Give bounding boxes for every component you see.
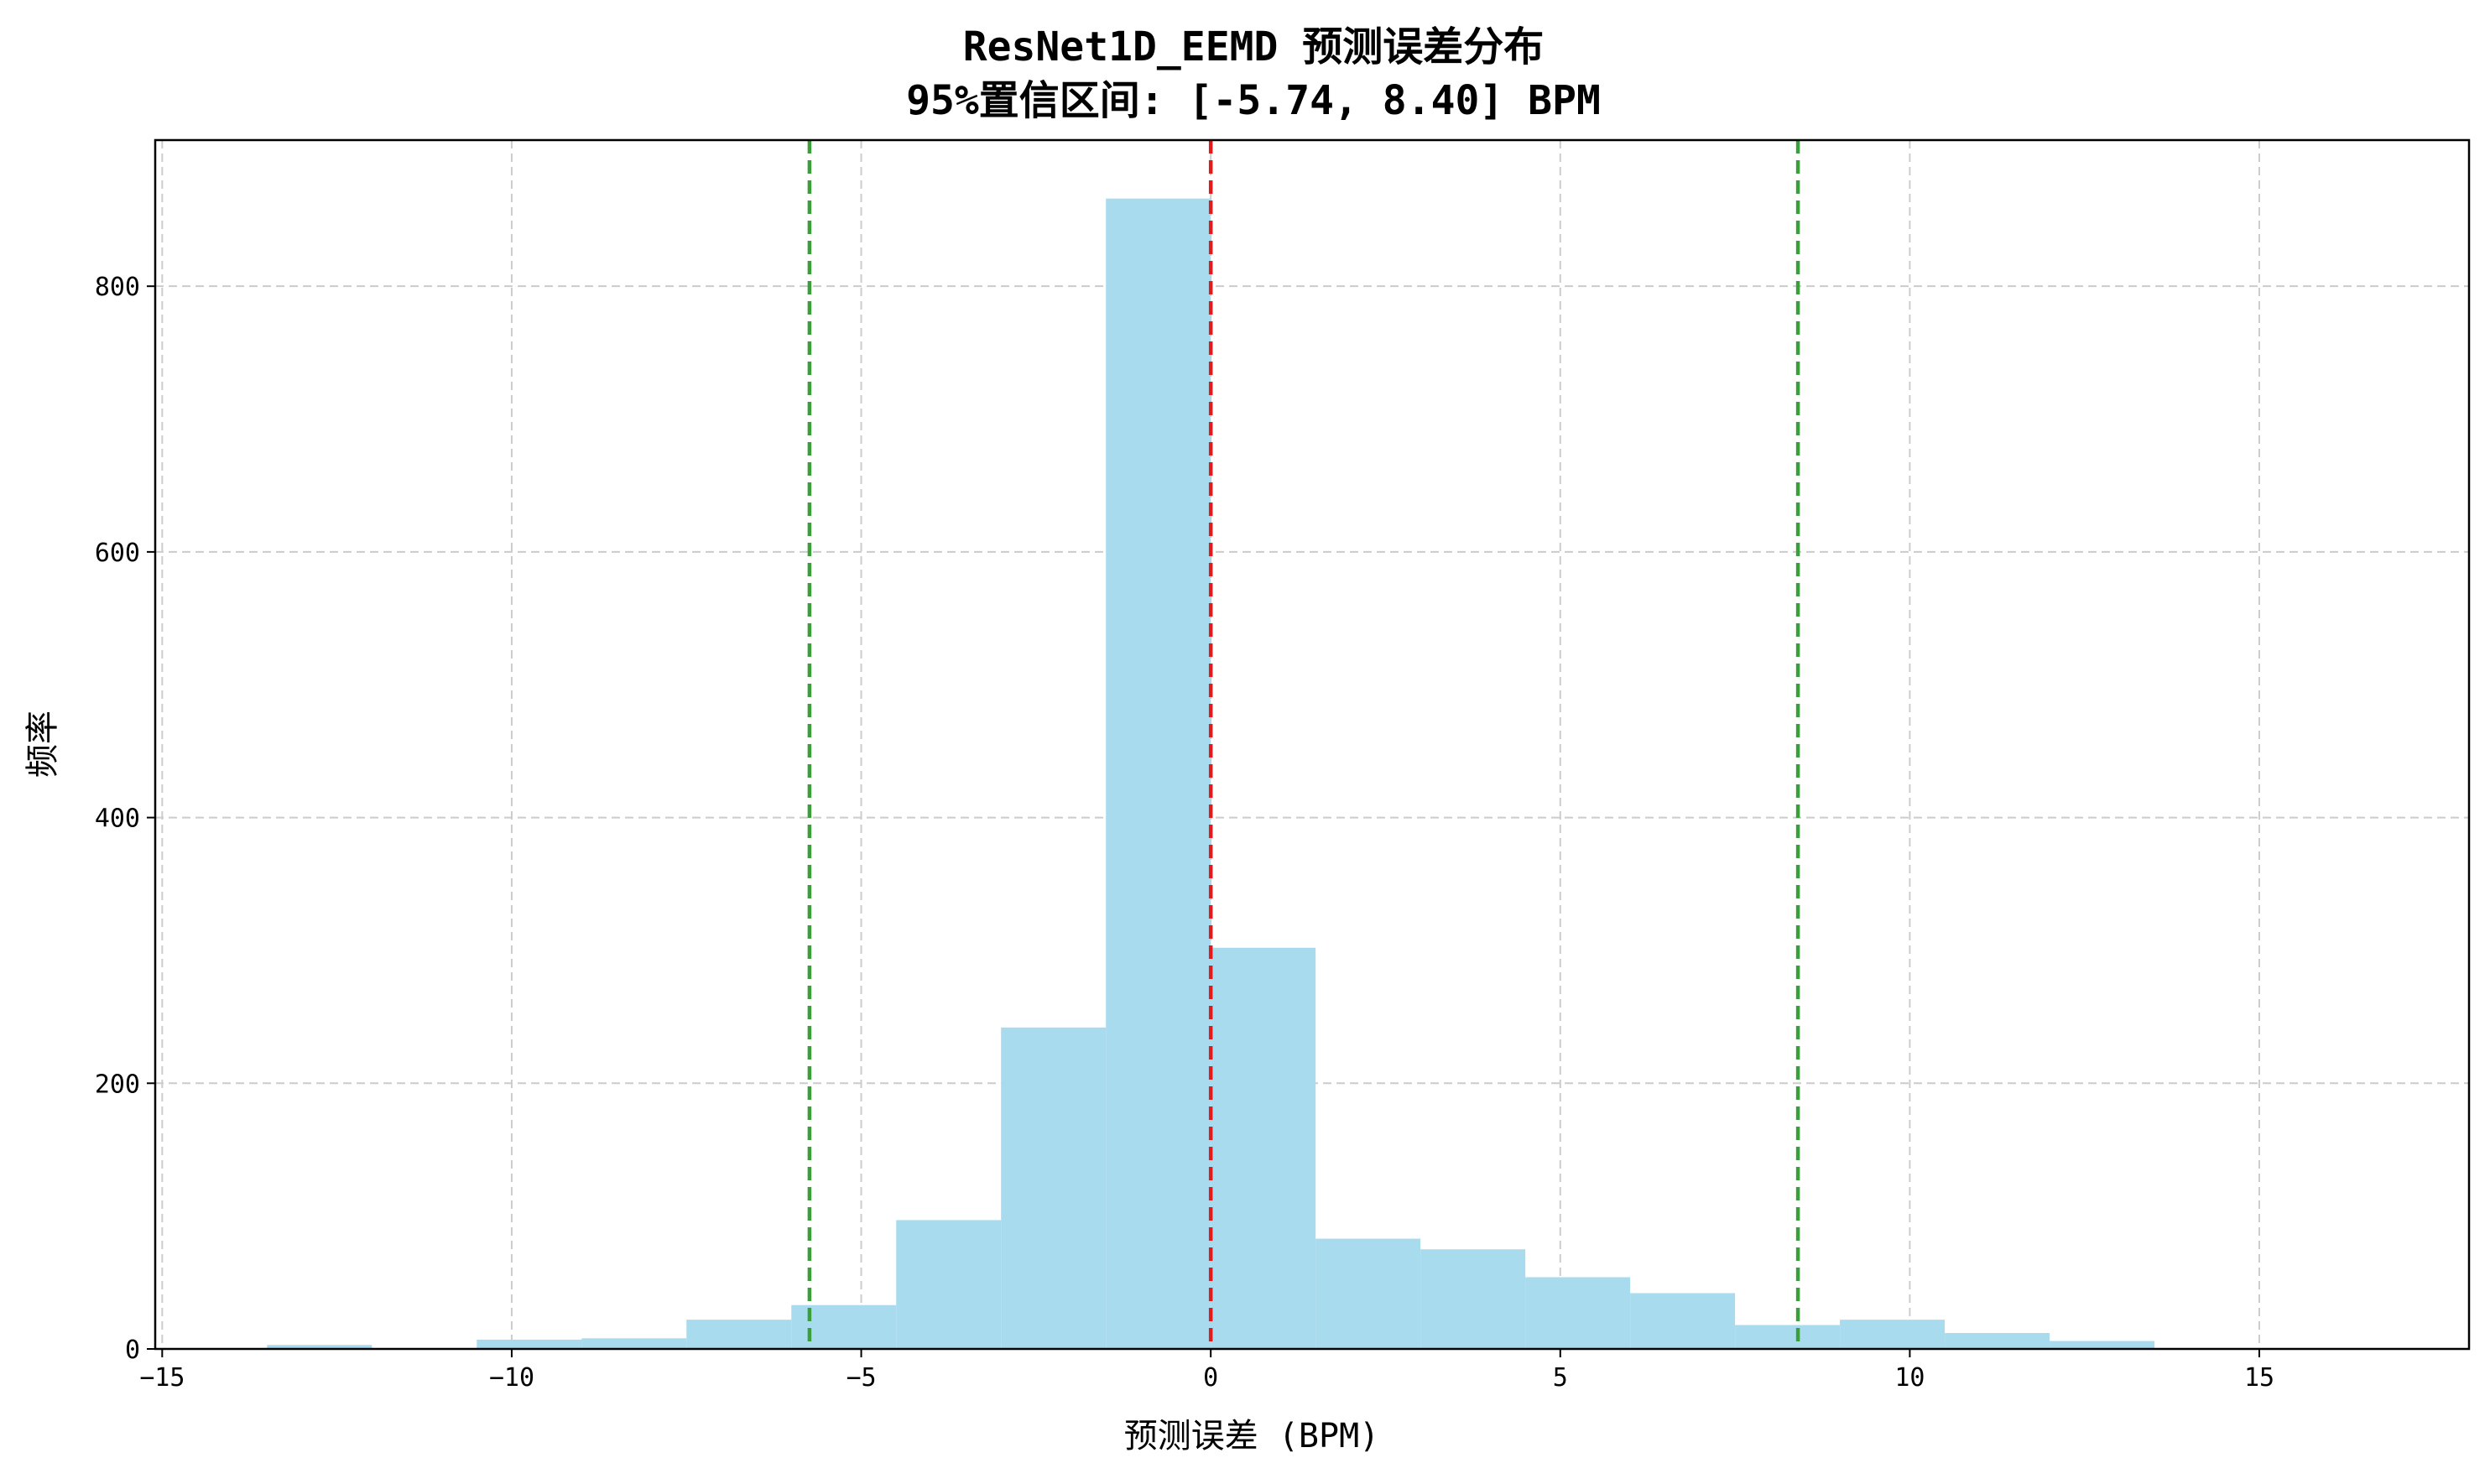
x-tick-label: 15 <box>2244 1363 2274 1393</box>
histogram-bar <box>267 1345 372 1349</box>
histogram-bar <box>581 1338 687 1349</box>
plot-frame <box>154 138 2471 1351</box>
histogram-bar <box>1840 1320 1946 1349</box>
y-tick-label: 0 <box>125 1336 140 1365</box>
histogram-bar <box>1001 1027 1107 1349</box>
y-tick-label: 600 <box>95 539 140 568</box>
y-axis-label: 频率 <box>23 711 62 778</box>
bars-layer <box>267 198 2155 1350</box>
histogram-bar <box>477 1339 582 1349</box>
histogram-bar <box>1315 1238 1421 1349</box>
x-axis-label: 预测误差 (BPM) <box>1124 1417 1380 1455</box>
y-tick-label: 200 <box>95 1070 140 1099</box>
histogram-bar <box>1735 1325 1841 1349</box>
x-tick-label: 10 <box>1894 1363 1925 1393</box>
x-tick-label: 0 <box>1203 1363 1218 1393</box>
ticks-layer: −15 −10 −5 0 5 10 15 0 200 400 600 800 <box>95 273 2274 1393</box>
histogram-bar <box>1106 198 1211 1350</box>
y-tick-label: 400 <box>95 804 140 834</box>
x-tick-label: −15 <box>139 1363 185 1393</box>
histogram-bar <box>1630 1293 1736 1349</box>
histogram-bar <box>686 1320 792 1349</box>
x-tick-label: −10 <box>489 1363 534 1393</box>
histogram-bar <box>1420 1249 1526 1349</box>
x-tick-label: 5 <box>1553 1363 1568 1393</box>
histogram-bar <box>791 1304 897 1349</box>
chart-subtitle: 95%置信区间: [-5.74, 8.40] BPM <box>906 77 1601 124</box>
reference-lines-layer <box>807 140 1800 1349</box>
x-tick-label: −5 <box>846 1363 877 1393</box>
histogram-bar <box>1525 1277 1631 1349</box>
histogram-bar <box>1945 1332 2050 1349</box>
y-tick-label: 800 <box>95 273 140 302</box>
histogram-bar <box>2050 1341 2155 1349</box>
chart-title: ResNet1D_EEMD 预测误差分布 <box>963 23 1545 70</box>
histogram-bar <box>1211 947 1316 1349</box>
histogram-bar <box>896 1220 1002 1349</box>
